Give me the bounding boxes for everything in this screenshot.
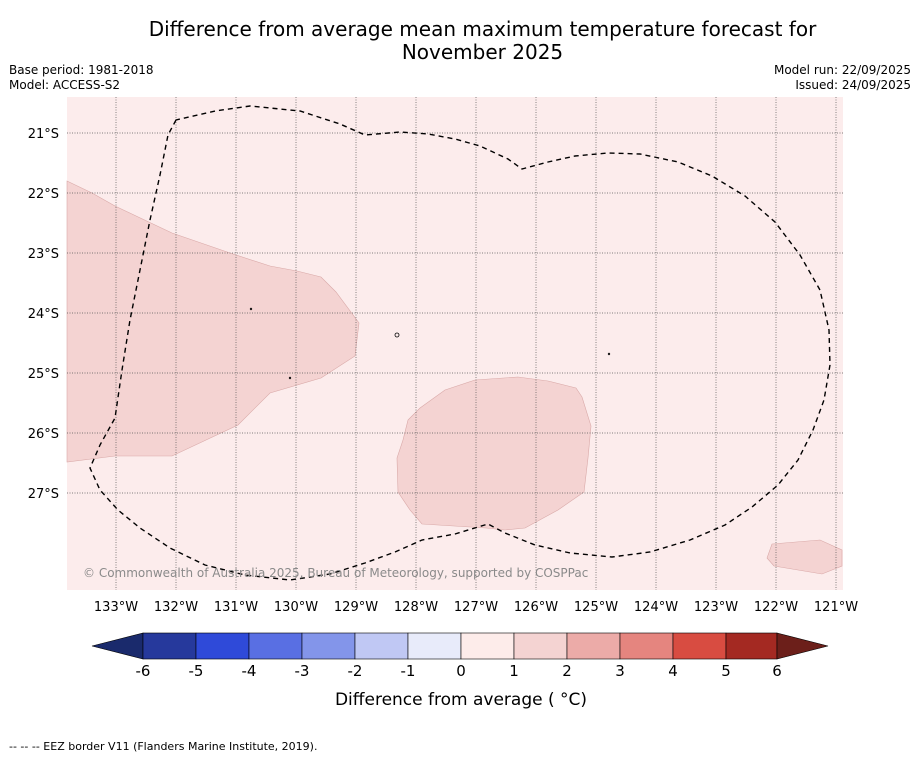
- meta-left: Base period: 1981-2018 Model: ACCESS-S2: [9, 63, 154, 93]
- colorbar-segment: [460, 632, 515, 660]
- lat-tick-label: 27°S: [28, 487, 59, 502]
- colorbar-label: Difference from average ( °C): [335, 690, 587, 710]
- lon-tick-label: 121°W: [814, 600, 858, 615]
- lon-tick-label: 133°W: [94, 600, 138, 615]
- lon-tick-label: 128°W: [394, 600, 438, 615]
- lat-tick-label: 21°S: [28, 127, 59, 142]
- title-line-1: Difference from average mean maximum tem…: [148, 17, 817, 41]
- colorbar-segment: [725, 632, 778, 660]
- islands: [249, 307, 611, 380]
- lon-tick-label: 122°W: [754, 600, 798, 615]
- colorbar-segment: [566, 632, 621, 660]
- colorbar-segment: [619, 632, 674, 660]
- lon-tick-label: 125°W: [574, 600, 618, 615]
- anomaly-region-southeast: [766, 539, 843, 575]
- colorbar-segment: [248, 632, 303, 660]
- colorbar-tick-label: -1: [401, 662, 416, 680]
- lon-tick-label: 123°W: [694, 600, 738, 615]
- lon-tick-label: 129°W: [334, 600, 378, 615]
- lon-tick-label: 132°W: [154, 600, 198, 615]
- colorbar-tick-label: 0: [456, 662, 466, 680]
- colorbar-segment: [407, 632, 462, 660]
- colorbar-tick-label: 2: [562, 662, 572, 680]
- lat-tick-labels: 21°S 22°S 23°S 24°S 25°S 26°S 27°S: [28, 127, 59, 502]
- colorbar-segment: [142, 632, 197, 660]
- colorbar-tick-label: 6: [772, 662, 782, 680]
- colorbar-tick-label: -3: [295, 662, 310, 680]
- colorbar-segment: [354, 632, 409, 660]
- anomaly-region-south-central: [396, 376, 592, 531]
- colorbar-tick-label: 5: [721, 662, 731, 680]
- eez-border: [89, 105, 831, 581]
- title-line-2: November 2025: [401, 40, 564, 64]
- meta-right: Model run: 22/09/2025 Issued: 24/09/2025: [774, 63, 911, 93]
- colorbar-tick-label: -6: [136, 662, 151, 680]
- colorbar-segment: [301, 632, 356, 660]
- model-run-text: Model run: 22/09/2025: [773, 63, 911, 77]
- map-title: Difference from average mean maximum tem…: [0, 18, 919, 64]
- lat-tick-label: 22°S: [28, 187, 59, 202]
- colorbar: [91, 632, 829, 660]
- colorbar-tick-label: 3: [615, 662, 625, 680]
- colorbar-tick-label: -2: [348, 662, 363, 680]
- lat-tick-label: 26°S: [28, 427, 59, 442]
- lon-tick-label: 130°W: [274, 600, 318, 615]
- island-marker: [249, 307, 253, 311]
- lon-tick-label: 126°W: [514, 600, 558, 615]
- colorbar-tick-label: -5: [189, 662, 204, 680]
- colorbar-tick-labels: -6 -5 -4 -3 -2 -1 0 1 2 3 4 5 6: [136, 662, 782, 680]
- anomaly-region-west: [66, 180, 360, 463]
- colorbar-tick-label: 4: [668, 662, 678, 680]
- island-marker: [394, 332, 400, 338]
- lon-tick-label: 127°W: [454, 600, 498, 615]
- lon-tick-labels: 133°W 132°W 131°W 130°W 129°W 128°W 127°…: [94, 600, 858, 615]
- colorbar-under-arrow: [91, 632, 144, 660]
- colorbar-segment: [513, 632, 568, 660]
- issued-text: Issued: 24/09/2025: [795, 78, 911, 92]
- colorbar-segment: [672, 632, 727, 660]
- colorbar-tick-label: -4: [242, 662, 257, 680]
- lon-tick-label: 124°W: [634, 600, 678, 615]
- lon-tick-label: 131°W: [214, 600, 258, 615]
- island-marker: [607, 352, 611, 356]
- lat-tick-label: 24°S: [28, 307, 59, 322]
- island-marker: [288, 376, 292, 380]
- eez-legend-note: -- -- -- EEZ border V11 (Flanders Marine…: [9, 740, 318, 753]
- colorbar-tick-label: 1: [509, 662, 519, 680]
- lat-tick-label: 23°S: [28, 247, 59, 262]
- gridlines: [67, 97, 843, 590]
- model-text: Model: ACCESS-S2: [9, 78, 121, 92]
- colorbar-over-arrow: [776, 632, 829, 660]
- lat-tick-label: 25°S: [28, 367, 59, 382]
- base-period-text: Base period: 1981-2018: [9, 63, 154, 77]
- colorbar-segment: [195, 632, 250, 660]
- copyright-text: © Commonwealth of Australia 2025, Bureau…: [83, 566, 588, 580]
